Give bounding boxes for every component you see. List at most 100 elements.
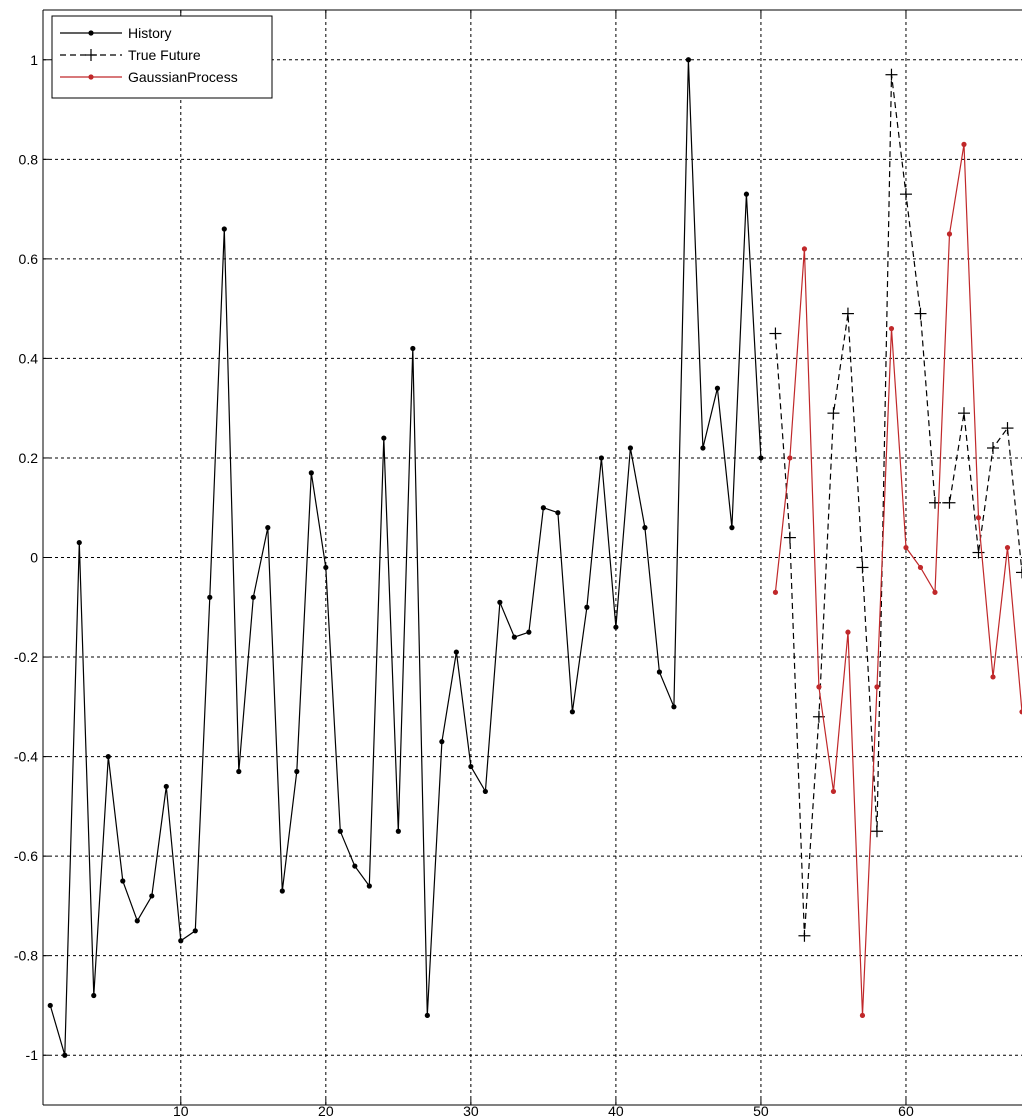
true-future-point (914, 307, 927, 320)
history-point (569, 709, 575, 715)
history-point (91, 992, 97, 999)
history-point (642, 525, 648, 531)
gaussianprocess-point (888, 325, 895, 332)
y-tick-label: -0.2 (14, 649, 38, 665)
history-point (395, 828, 401, 834)
history-point (671, 704, 677, 710)
history-point (482, 788, 488, 795)
y-tick-label: -0.8 (14, 948, 38, 964)
history-point (497, 599, 503, 605)
history-point (47, 1002, 53, 1009)
gaussianprocess-line (774, 144, 1022, 1016)
history-point (743, 191, 750, 197)
gaussianprocess-point (990, 674, 996, 680)
history-point (468, 763, 474, 770)
axes: 10 20 30 40 50 60 -1 -0.8 -0.6 -0.4 -0.2 0 0.2 0.4 0.6… (14, 9, 1022, 1117)
true-future-point (856, 561, 869, 574)
history-point (149, 893, 155, 899)
history-point (627, 445, 634, 451)
history-point (410, 345, 416, 352)
history-point (105, 753, 111, 760)
true-future-point (1001, 422, 1014, 435)
history-point (120, 878, 126, 884)
history-point (540, 505, 546, 511)
gaussianprocess-point (932, 589, 938, 595)
history-point (352, 863, 358, 869)
true-future-point (885, 68, 898, 81)
y-tick-label: 1 (30, 52, 38, 68)
legend-label-history: History (128, 25, 172, 41)
true-future-point (769, 327, 782, 340)
y-tick-label: 0 (30, 550, 38, 566)
gaussianprocess-point (816, 684, 822, 690)
gaussianprocess-point (787, 455, 793, 461)
history-point (294, 768, 300, 775)
history-point (758, 455, 764, 461)
history-point (598, 455, 604, 461)
history-point (555, 510, 561, 516)
history-point (134, 918, 140, 924)
history-point (511, 634, 517, 640)
true-future-line (774, 74, 1022, 936)
true-future-point (972, 546, 985, 559)
gaussianprocess-point (975, 515, 982, 521)
series-layer (47, 57, 1022, 1058)
history-point (729, 525, 735, 531)
legend-marker-history (88, 30, 94, 36)
history-point (700, 445, 706, 451)
true-future-point (798, 929, 811, 942)
history-point (656, 669, 663, 675)
gaussianprocess-point (772, 589, 779, 595)
true-future-point (957, 407, 970, 420)
history-point (207, 594, 213, 600)
y-tick-label: 0.2 (19, 450, 39, 466)
history-point (323, 564, 329, 571)
y-tick-label: 0.6 (19, 251, 39, 267)
legend: History True Future GaussianProcess (51, 15, 273, 99)
history-point (62, 1052, 68, 1058)
gaussianprocess-point (1019, 709, 1022, 715)
legend-label-true-future: True Future (128, 47, 201, 63)
x-tick-label: 50 (753, 1103, 769, 1117)
history-point (714, 385, 721, 391)
history-point (424, 1012, 430, 1019)
x-tick-label: 60 (898, 1103, 914, 1117)
gaussianprocess-point (859, 1012, 866, 1019)
true-future-point (1016, 566, 1022, 579)
history-point (76, 539, 82, 546)
y-tick-label: -1 (26, 1047, 39, 1063)
history-point (221, 226, 227, 232)
gaussianprocess-point (946, 231, 953, 237)
x-tick-label: 10 (173, 1103, 189, 1117)
history-point (453, 649, 459, 655)
gaussianprocess-point (1004, 544, 1011, 551)
grid-lines (43, 10, 1022, 1105)
y-tick-label: 0.4 (19, 350, 39, 366)
x-tick-label: 40 (608, 1103, 624, 1117)
true-future-point (827, 407, 840, 420)
gaussianprocess-point (874, 684, 880, 690)
true-future-point (783, 531, 796, 544)
history-point (279, 888, 285, 894)
y-tick-label: -0.6 (14, 848, 38, 864)
history-point (192, 928, 198, 934)
history-point (250, 594, 256, 600)
history-point (526, 629, 532, 635)
history-point (163, 783, 169, 790)
history-point (265, 525, 271, 531)
history-point (236, 768, 242, 775)
true-future-point (943, 496, 956, 509)
history-point (381, 435, 387, 441)
y-tick-label: -0.4 (14, 749, 38, 765)
gaussianprocess-point (917, 564, 924, 571)
x-tick-label: 30 (463, 1103, 479, 1117)
history-point (584, 604, 590, 610)
y-tick-label: 0.8 (19, 151, 39, 167)
history-line (49, 59, 762, 1056)
history-point (178, 938, 184, 944)
gaussianprocess-point (801, 246, 808, 252)
gaussianprocess-point (903, 544, 909, 551)
true-future-point (841, 307, 854, 320)
legend-box (51, 15, 273, 99)
